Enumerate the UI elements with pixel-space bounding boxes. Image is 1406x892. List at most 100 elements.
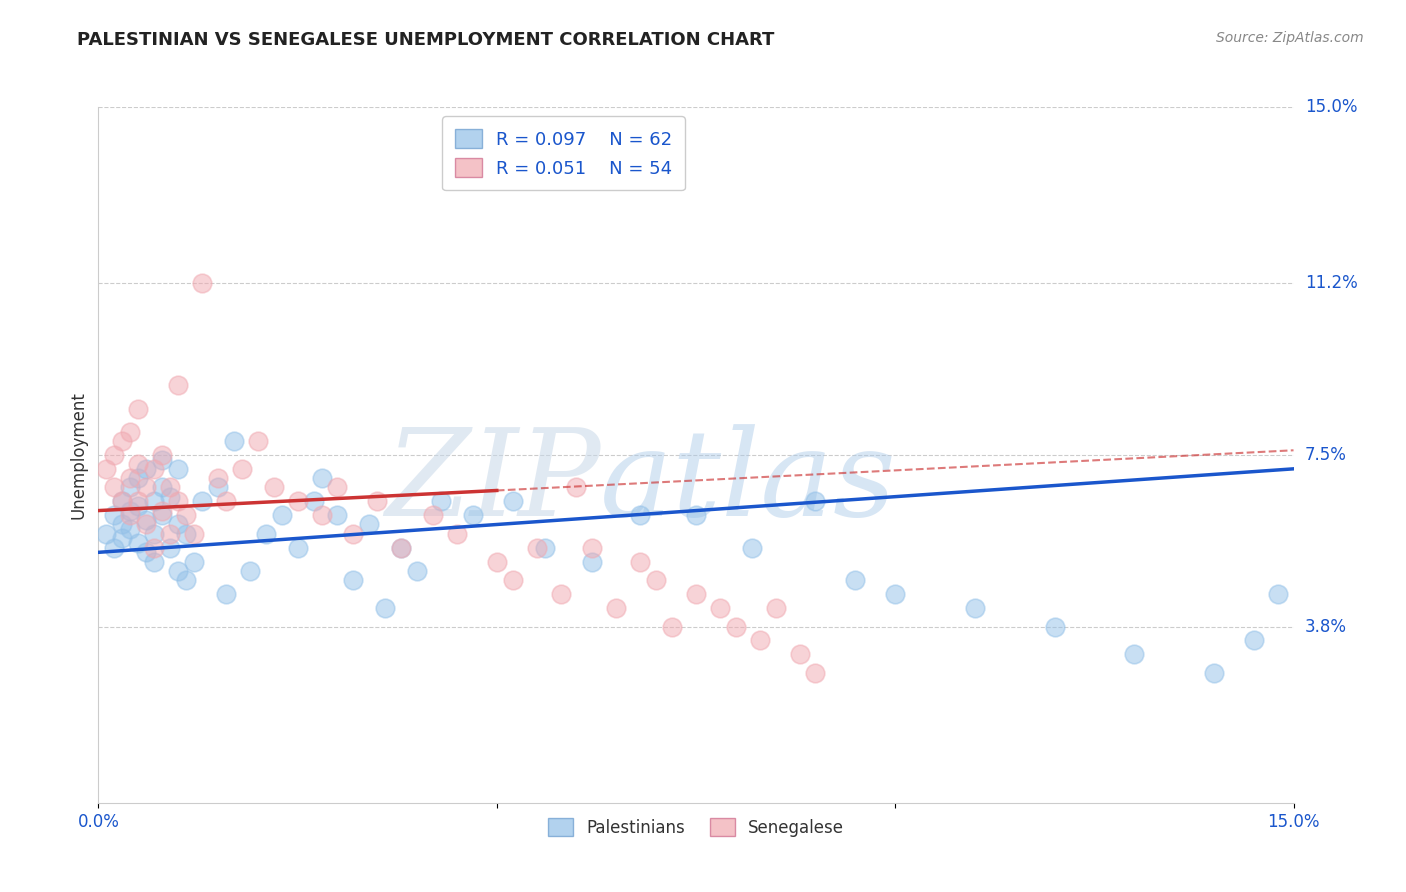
Point <box>311 508 333 523</box>
Text: ZIP: ZIP <box>385 424 600 541</box>
Point <box>326 480 349 494</box>
Point <box>96 526 118 541</box>
Point <box>143 526 166 541</box>
Point <box>103 448 125 462</box>
Point <box>270 508 292 523</box>
Point <box>150 508 173 523</box>
Point <box>143 555 166 569</box>
Point <box>159 480 181 494</box>
Point <box>127 494 149 508</box>
Point <box>120 480 142 494</box>
Point <box>374 601 396 615</box>
Point <box>342 526 364 541</box>
Point <box>302 494 325 508</box>
Point <box>804 665 827 680</box>
Point <box>422 508 444 523</box>
Text: 7.5%: 7.5% <box>1305 446 1347 464</box>
Point <box>150 480 173 494</box>
Point <box>207 480 229 494</box>
Point <box>174 526 197 541</box>
Point <box>661 619 683 633</box>
Point <box>748 633 770 648</box>
Point <box>709 601 731 615</box>
Point <box>844 573 866 587</box>
Point <box>174 573 197 587</box>
Point <box>1267 587 1289 601</box>
Point <box>150 452 173 467</box>
Point <box>150 503 173 517</box>
Point <box>111 517 134 532</box>
Point <box>103 480 125 494</box>
Point <box>446 526 468 541</box>
Point <box>159 490 181 504</box>
Point <box>135 517 157 532</box>
Point <box>485 555 508 569</box>
Point <box>111 494 134 508</box>
Point <box>191 494 214 508</box>
Point <box>628 508 651 523</box>
Point <box>533 541 555 555</box>
Point <box>103 508 125 523</box>
Point <box>191 277 214 291</box>
Point <box>1043 619 1066 633</box>
Point <box>430 494 453 508</box>
Point <box>231 462 253 476</box>
Point <box>326 508 349 523</box>
Point <box>167 564 190 578</box>
Point <box>127 499 149 513</box>
Point <box>1243 633 1265 648</box>
Point <box>96 462 118 476</box>
Point <box>645 573 668 587</box>
Point <box>207 471 229 485</box>
Point <box>605 601 627 615</box>
Text: 15.0%: 15.0% <box>1305 98 1357 116</box>
Point <box>550 587 572 601</box>
Point <box>127 401 149 416</box>
Point <box>159 526 181 541</box>
Point <box>581 555 603 569</box>
Point <box>135 513 157 527</box>
Point <box>389 541 412 555</box>
Point <box>287 541 309 555</box>
Text: 3.8%: 3.8% <box>1305 617 1347 635</box>
Point <box>502 573 524 587</box>
Point <box>565 480 588 494</box>
Text: atlas: atlas <box>600 424 897 541</box>
Point <box>150 448 173 462</box>
Point <box>239 564 262 578</box>
Point <box>685 508 707 523</box>
Point <box>246 434 269 448</box>
Point <box>461 508 484 523</box>
Text: PALESTINIAN VS SENEGALESE UNEMPLOYMENT CORRELATION CHART: PALESTINIAN VS SENEGALESE UNEMPLOYMENT C… <box>77 31 775 49</box>
Point <box>143 494 166 508</box>
Point <box>359 517 381 532</box>
Point <box>215 494 238 508</box>
Point <box>167 378 190 392</box>
Point <box>884 587 907 601</box>
Point <box>342 573 364 587</box>
Point <box>167 462 190 476</box>
Point <box>581 541 603 555</box>
Point <box>167 517 190 532</box>
Point <box>628 555 651 569</box>
Point <box>120 508 142 523</box>
Point <box>120 425 142 439</box>
Point <box>311 471 333 485</box>
Point <box>502 494 524 508</box>
Point <box>765 601 787 615</box>
Point <box>963 601 986 615</box>
Point <box>127 471 149 485</box>
Point <box>111 532 134 546</box>
Point <box>111 494 134 508</box>
Point <box>127 457 149 471</box>
Point <box>406 564 429 578</box>
Point <box>120 471 142 485</box>
Point <box>174 508 197 523</box>
Point <box>111 434 134 448</box>
Point <box>366 494 388 508</box>
Point <box>143 462 166 476</box>
Point <box>135 480 157 494</box>
Point <box>120 503 142 517</box>
Point <box>103 541 125 555</box>
Point <box>1123 648 1146 662</box>
